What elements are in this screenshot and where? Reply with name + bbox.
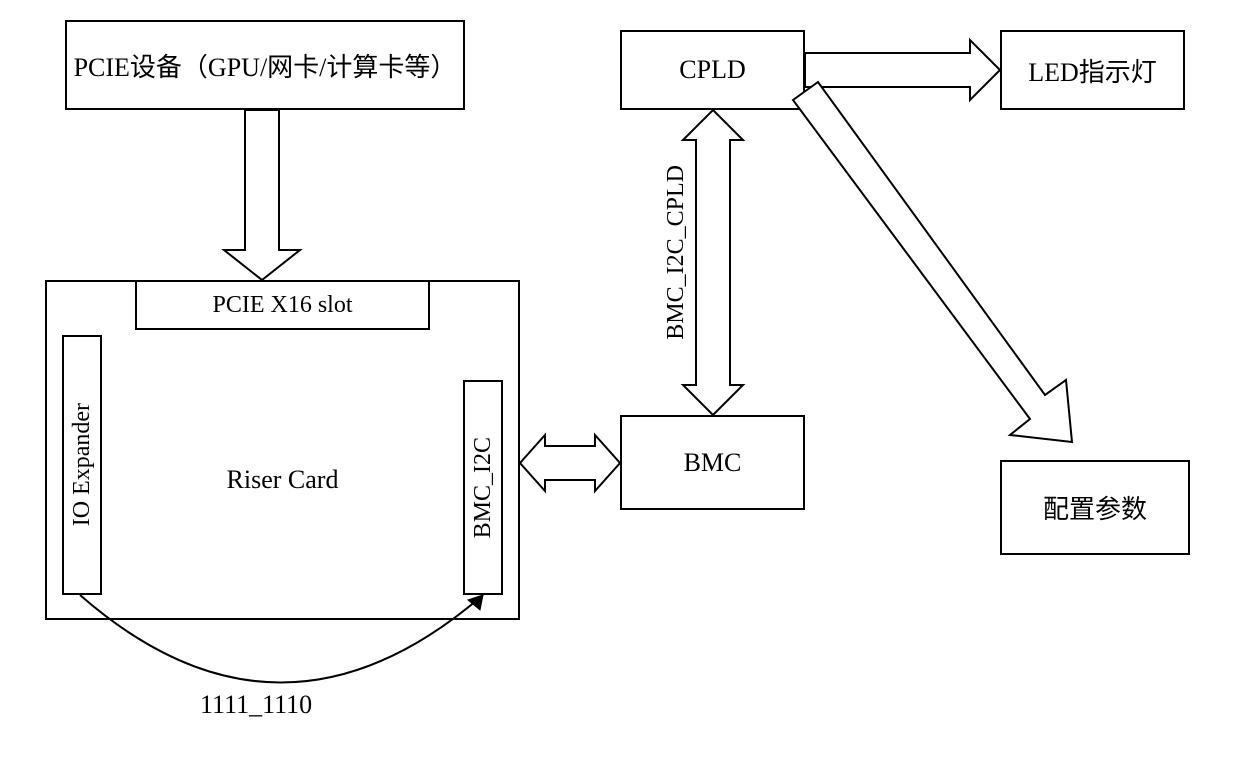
cpld-box: CPLD xyxy=(620,30,805,110)
riser-card-label: Riser Card xyxy=(227,465,339,495)
bmc-i2c-cpld-label: BMC_I2C_CPLD xyxy=(663,165,690,347)
bmc-label: BMC xyxy=(684,448,742,478)
riser-card-box: Riser Card xyxy=(45,280,520,620)
led-box: LED指示灯 xyxy=(1000,30,1185,110)
pcie-slot-box: PCIE X16 slot xyxy=(135,280,430,330)
arrow-riser-to-bmc xyxy=(520,435,620,491)
bits-label: 1111_1110 xyxy=(200,690,312,720)
pcie-device-label: PCIE设备（GPU/网卡/计算卡等） xyxy=(74,47,457,84)
io-expander-box: IO Expander xyxy=(62,335,102,595)
arrow-cpld-to-led xyxy=(805,40,1000,100)
io-expander-label: IO Expander xyxy=(69,403,96,526)
pcie-slot-label: PCIE X16 slot xyxy=(212,292,352,319)
arrow-bmc-to-cpld xyxy=(683,110,743,415)
config-label: 配置参数 xyxy=(1043,489,1147,526)
pcie-device-box: PCIE设备（GPU/网卡/计算卡等） xyxy=(65,20,465,110)
bmc-i2c-box: BMC_I2C xyxy=(463,380,503,595)
bmc-i2c-label: BMC_I2C xyxy=(470,437,497,538)
config-box: 配置参数 xyxy=(1000,460,1190,555)
arrow-cpld-to-config xyxy=(793,82,1072,442)
led-label: LED指示灯 xyxy=(1028,52,1157,89)
cpld-label: CPLD xyxy=(679,55,745,85)
arrow-pcie-to-riser xyxy=(224,110,300,280)
bmc-box: BMC xyxy=(620,415,805,510)
